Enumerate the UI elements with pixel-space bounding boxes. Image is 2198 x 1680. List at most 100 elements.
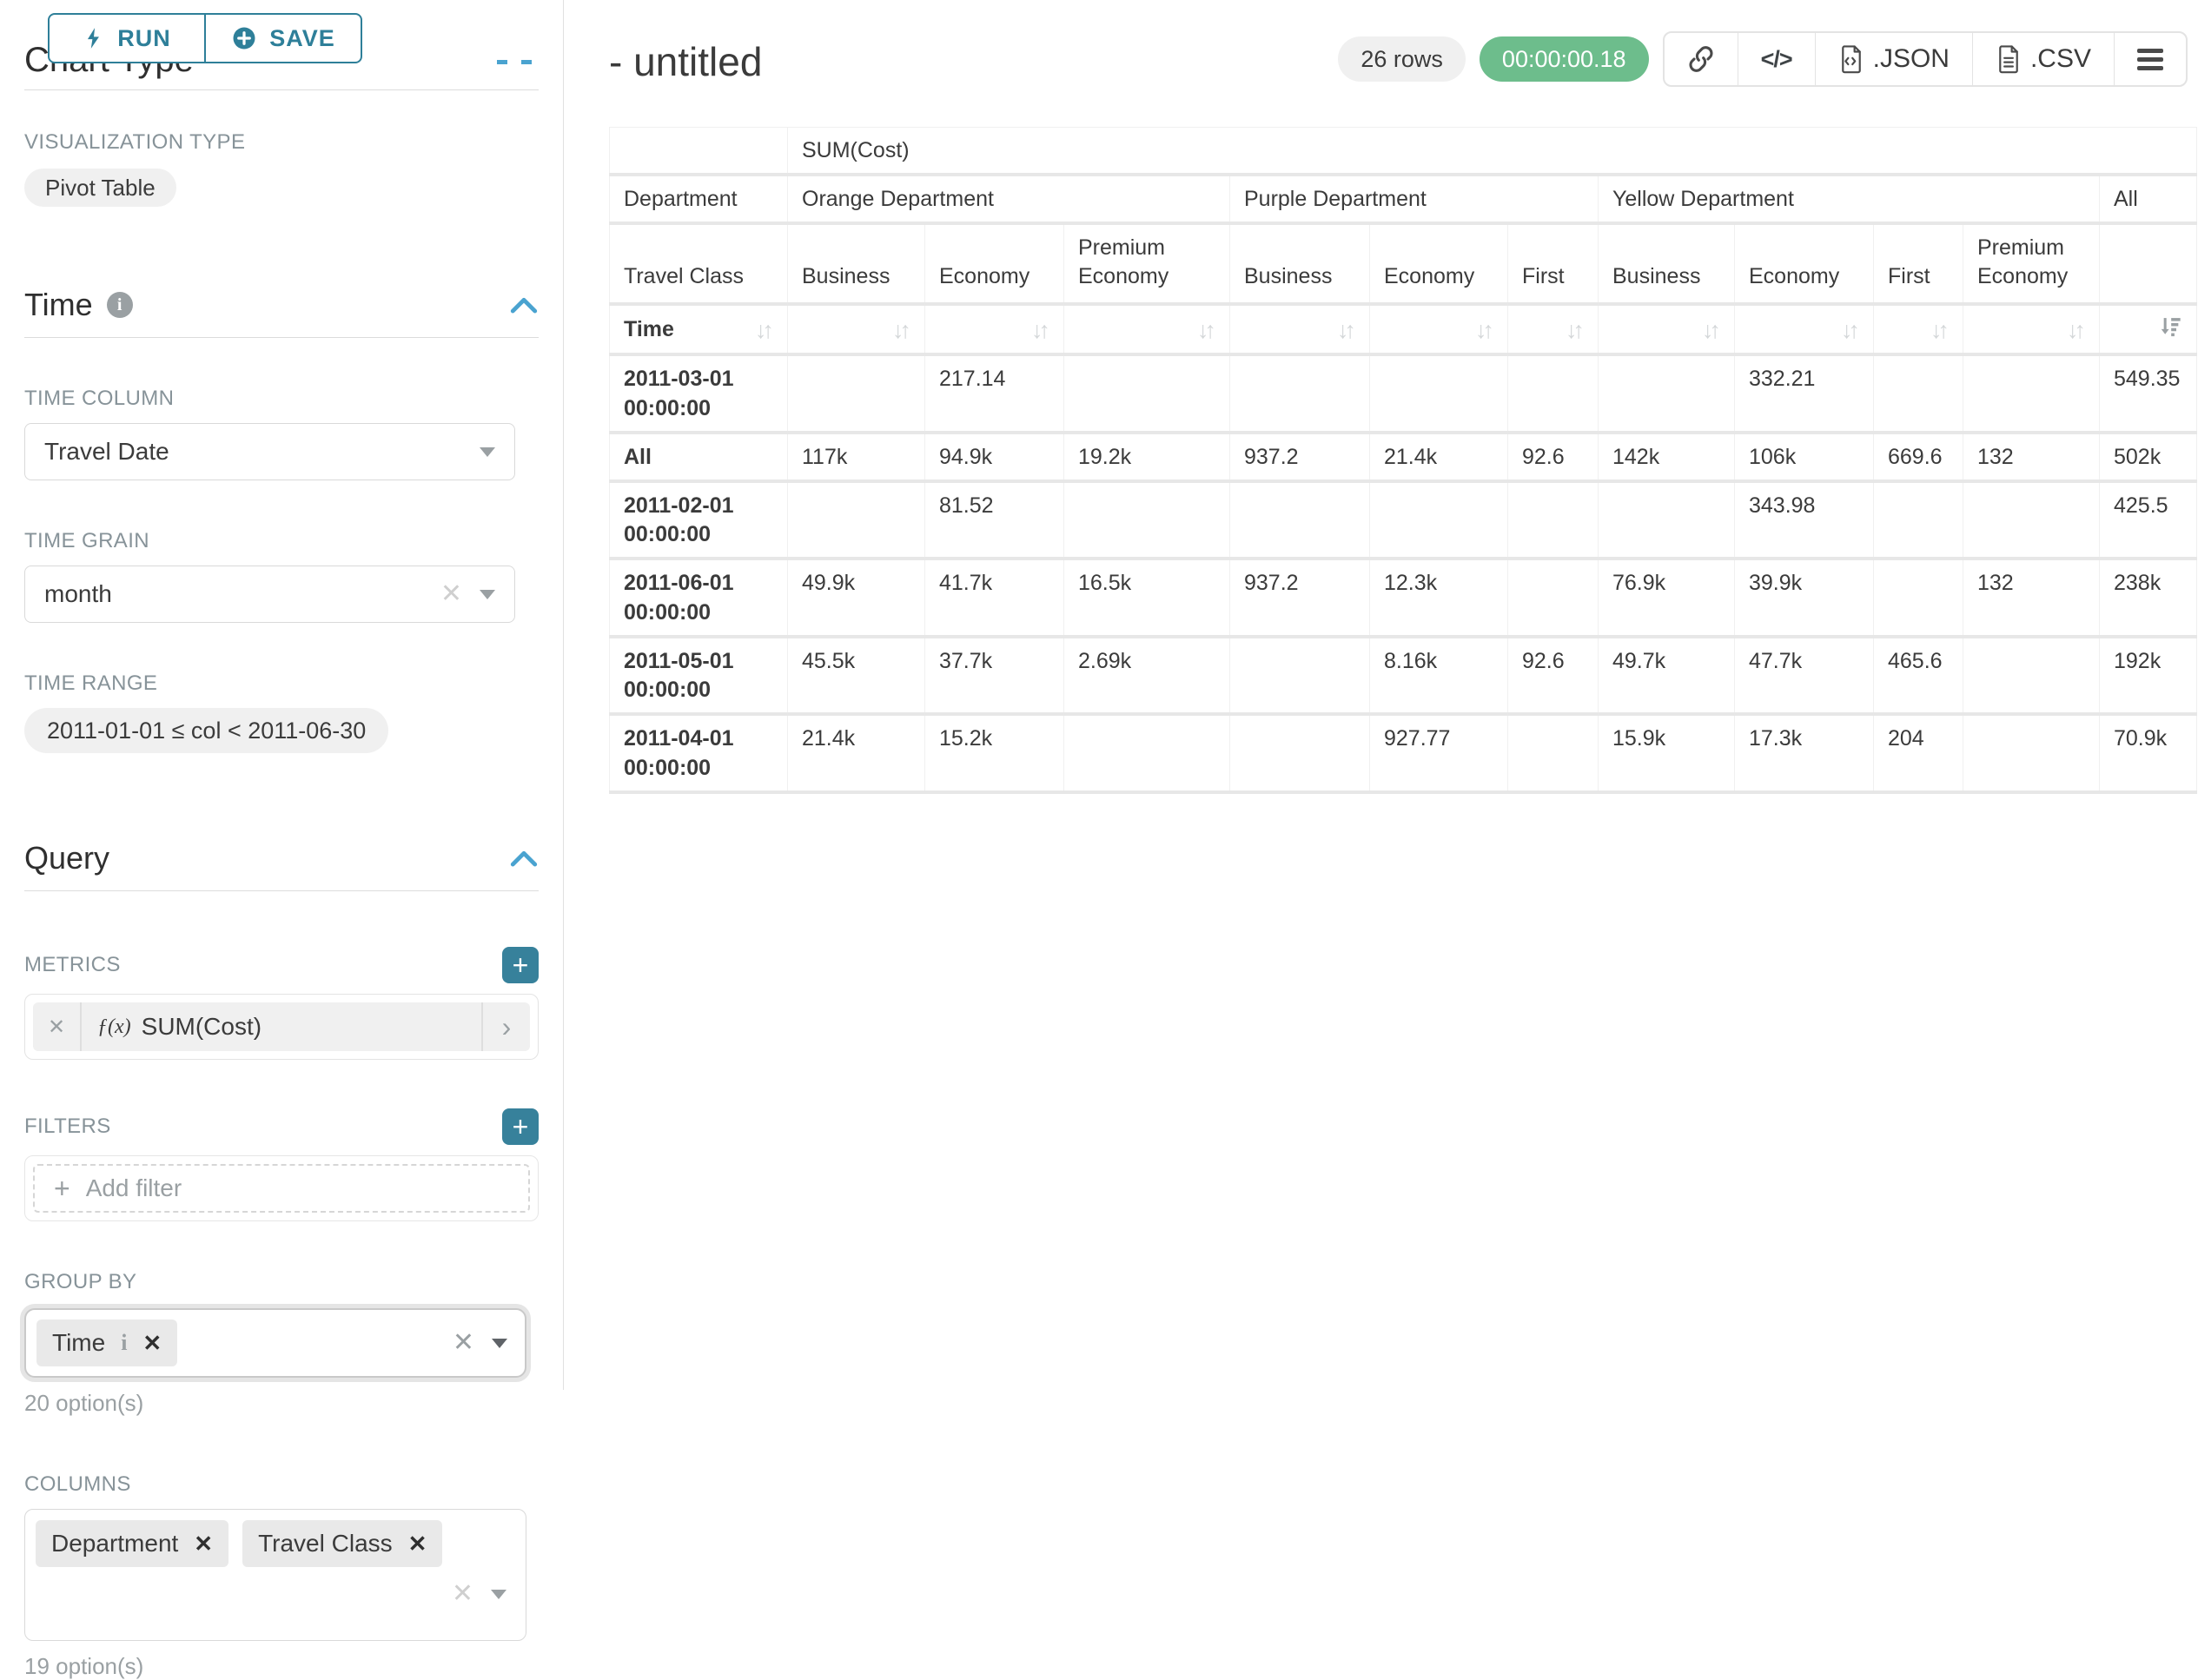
sort-icon[interactable]: ↓↑ (755, 317, 774, 343)
value-cell: 37.7k (924, 636, 1064, 717)
columns-label: COLUMNS (24, 1472, 131, 1496)
chart-header-actions: 26 rows 00:00:00.18 </> .JSON . (1338, 31, 2188, 87)
sort-icon[interactable]: ↓↑ (1566, 317, 1585, 343)
chevron-down-icon[interactable] (480, 589, 495, 599)
columns-select[interactable]: Department ✕ Travel Class ✕ ✕ (24, 1509, 526, 1641)
department-header-row: Department Orange Department Purple Depa… (609, 174, 2198, 225)
chart-title[interactable]: - untitled (609, 39, 763, 84)
run-button[interactable]: RUN (48, 13, 206, 63)
sort-icon[interactable]: ↓↑ (1031, 317, 1050, 343)
class-header: Premium Economy (1063, 222, 1230, 306)
view-query-button[interactable]: </> (1738, 33, 1816, 85)
save-button[interactable]: SAVE (204, 13, 362, 63)
add-filter-button[interactable]: + (502, 1108, 539, 1145)
value-cell: 92.6 (1507, 432, 1599, 483)
value-cell: 502k (2098, 432, 2198, 483)
export-json-label: .JSON (1872, 44, 1950, 73)
filters-container: + Add filter (24, 1155, 539, 1221)
value-cell: 12.3k (1369, 559, 1508, 638)
value-cell (1063, 714, 1230, 794)
pivot-table: SUM(Cost) Department Orange Department P… (609, 126, 2198, 794)
export-csv-button[interactable]: .CSV (1973, 33, 2115, 85)
time-range-pill[interactable]: 2011-01-01 ≤ col < 2011-06-30 (24, 708, 389, 753)
sort-icon[interactable]: ↓↑ (1702, 317, 1721, 343)
value-cell (1063, 354, 1230, 434)
value-cell (1229, 714, 1370, 794)
table-row: 2011-04-01 00:00:00 21.4k 15.2k 927.77 15.9k… (609, 714, 2198, 794)
hamburger-icon (2137, 48, 2163, 70)
chevron-down-icon[interactable] (492, 1338, 507, 1348)
info-icon: i (106, 292, 133, 318)
function-icon: ƒ(x) (97, 1015, 131, 1038)
table-row: 2011-06-01 00:00:00 49.9k 41.7k 16.5k 937.2 1… (609, 559, 2198, 638)
run-button-label: RUN (117, 24, 171, 51)
metric-pill[interactable]: ✕ ƒ(x) SUM(Cost) › (33, 1002, 530, 1051)
metrics-container: ✕ ƒ(x) SUM(Cost) › (24, 994, 539, 1060)
row-header: 2011-03-01 00:00:00 (609, 354, 788, 434)
time-grain-select[interactable]: month ✕ (24, 566, 515, 623)
filters-label: FILTERS (24, 1114, 111, 1138)
export-json-button[interactable]: .JSON (1816, 33, 1973, 85)
app-window: RUN SAVE Chart Type VISUALIZATION TYPE P… (24, 0, 2198, 1679)
file-text-icon (1999, 45, 2018, 74)
sort-cell: ↓↑ (924, 304, 1064, 357)
value-cell (1873, 354, 1963, 434)
sort-cell: ↓↑ (1598, 304, 1735, 357)
chevron-right-icon[interactable]: › (481, 1002, 530, 1051)
clear-icon[interactable]: ✕ (451, 1579, 473, 1608)
sort-icon[interactable]: ↓↑ (2067, 317, 2086, 343)
value-cell: 2.69k (1063, 636, 1230, 717)
remove-tag-icon[interactable]: ✕ (194, 1530, 214, 1557)
tag-label: Travel Class (258, 1530, 393, 1557)
value-cell: 49.9k (787, 559, 925, 638)
value-cell: 21.4k (787, 714, 925, 794)
chevron-up-icon[interactable] (509, 294, 539, 315)
time-range-label: TIME RANGE (24, 671, 158, 695)
travel-class-header-row: Travel Class Business Economy Premium Ec… (609, 222, 2198, 306)
plus-circle-icon (233, 27, 255, 50)
plus-icon: + (54, 1173, 70, 1204)
sort-cell: ↓↑ (787, 304, 925, 357)
sort-icon[interactable]: ↓↑ (1337, 317, 1356, 343)
sort-icon[interactable]: ↓↑ (1475, 317, 1494, 343)
pivot-body: 2011-03-01 00:00:00 217.14 332.21 549.35 All… (609, 354, 2198, 794)
sort-header-row: Time ↓↑ ↓↑ ↓↑ ↓↑ ↓↑ ↓↑ ↓↑ ↓↑ ↓↑ ↓↑ ↓↑ (609, 304, 2198, 357)
add-filter-dropzone[interactable]: + Add filter (33, 1164, 530, 1213)
visualization-type-pill[interactable]: Pivot Table (24, 169, 176, 207)
short-link-button[interactable] (1665, 33, 1738, 85)
table-row: 2011-02-01 00:00:00 81.52 343.98 425.5 (609, 480, 2198, 561)
sort-icon[interactable]: ↓↑ (892, 317, 911, 343)
table-row: 2011-03-01 00:00:00 217.14 332.21 549.35 (609, 354, 2198, 434)
tag-label: Department (51, 1530, 179, 1557)
sort-icon[interactable]: ↓↑ (1841, 317, 1860, 343)
sort-cell: ↓↑ (1229, 304, 1370, 357)
time-column-select[interactable]: Travel Date (24, 423, 515, 480)
add-metric-button[interactable]: + (502, 947, 539, 983)
remove-tag-icon[interactable]: ✕ (407, 1530, 427, 1557)
sort-cell: ↓↑ (1369, 304, 1508, 357)
remove-metric-icon[interactable]: ✕ (33, 1002, 82, 1051)
sort-icon[interactable]: ↓↑ (1197, 317, 1216, 343)
chevron-down-icon[interactable] (480, 446, 495, 457)
chevron-up-icon[interactable] (509, 848, 539, 869)
value-cell (1229, 354, 1370, 434)
columns-tag: Department ✕ (36, 1520, 229, 1567)
class-header-empty (2098, 222, 2198, 306)
sort-descending-icon[interactable] (2158, 314, 2182, 339)
metric-name: SUM(Cost) (141, 1013, 262, 1040)
remove-tag-icon[interactable]: ✕ (142, 1329, 162, 1356)
value-cell: 142k (1598, 432, 1735, 483)
value-cell: 204 (1873, 714, 1963, 794)
group-by-select[interactable]: Time i ✕ ✕ (24, 1308, 526, 1378)
value-cell: 132 (1963, 432, 2100, 483)
info-icon: i (121, 1330, 128, 1355)
clear-icon[interactable]: ✕ (440, 579, 462, 608)
sort-icon[interactable]: ↓↑ (1930, 317, 1950, 343)
value-cell: 49.7k (1598, 636, 1735, 717)
chevron-down-icon[interactable] (491, 1589, 506, 1599)
sort-cell: ↓↑ (1963, 304, 2100, 357)
clear-icon[interactable]: ✕ (452, 1328, 474, 1357)
metric-header-row: SUM(Cost) (609, 126, 2198, 176)
menu-button[interactable] (2115, 33, 2186, 85)
value-cell: 332.21 (1734, 354, 1874, 434)
